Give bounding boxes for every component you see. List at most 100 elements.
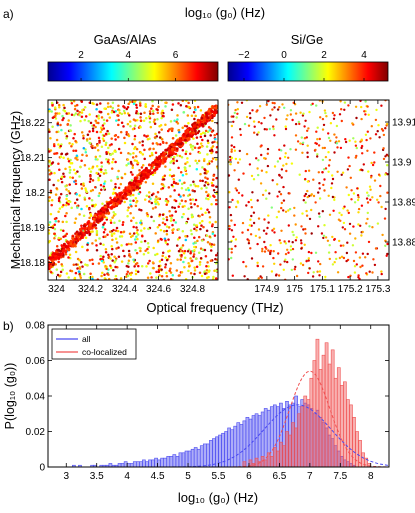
scatter-point (357, 196, 360, 199)
scatter-point (65, 194, 69, 198)
scatter-point (143, 148, 146, 152)
scatter-point (160, 274, 164, 278)
scatter-point-co-localized (51, 263, 55, 267)
scatter-point (72, 168, 76, 172)
scatter-point (207, 126, 211, 129)
scatter-point (264, 246, 267, 249)
scatter-point (229, 163, 232, 166)
scatter-point (158, 274, 161, 277)
scatter-point (210, 245, 213, 248)
scatter-point (127, 249, 131, 253)
scatter-point (357, 211, 360, 214)
scatter-point (371, 196, 374, 199)
scatter-point (130, 219, 133, 223)
scatter-point (290, 162, 294, 165)
scatter-point (117, 104, 120, 108)
histogram-bar-all (227, 427, 231, 468)
scatter-point (62, 103, 65, 107)
scatter-point (382, 133, 386, 137)
scatter-point (279, 263, 282, 266)
legend-label-all: all (82, 334, 91, 344)
histogram-x-tick-label: 4 (124, 471, 130, 482)
scatter-point (259, 145, 262, 148)
scatter-point (361, 252, 365, 255)
scatter-point (115, 241, 119, 244)
scatter-point (305, 214, 309, 217)
scatter-point (357, 223, 360, 226)
plot-a2-frame (227, 99, 390, 281)
scatter-point (347, 211, 350, 215)
scatter-point (211, 157, 215, 160)
scatter-point (384, 239, 387, 242)
scatter-point (252, 211, 256, 214)
scatter-point (181, 126, 184, 130)
scatter-point (60, 128, 63, 132)
scatter-point (91, 127, 95, 130)
scatter-point (180, 187, 184, 190)
scatter-point (117, 123, 120, 127)
scatter-point (79, 276, 83, 279)
scatter-point-co-localized (79, 236, 83, 240)
scatter-point (127, 152, 130, 155)
scatter-point-co-localized (163, 159, 167, 163)
scatter-point (176, 118, 179, 121)
scatter-point (154, 202, 158, 206)
scatter-point (88, 197, 91, 200)
scatter-point (312, 271, 315, 274)
scatter-point (61, 268, 65, 272)
scatter-point (265, 128, 268, 131)
scatter-point (241, 231, 244, 234)
scatter-point (128, 120, 132, 123)
scatter-point (233, 169, 236, 172)
scatter-point (71, 176, 75, 180)
scatter-point (56, 273, 60, 277)
scatter-point (113, 260, 116, 264)
histogram-bar-all (151, 459, 155, 468)
scatter-point (187, 269, 190, 273)
scatter-point (88, 208, 91, 211)
scatter-point (271, 229, 274, 232)
scatter-point (184, 238, 188, 242)
scatter-point (317, 212, 321, 215)
scatter-point (305, 209, 308, 213)
scatter-point (168, 168, 172, 172)
scatter-point (196, 204, 199, 208)
scatter-point (155, 276, 158, 279)
scatter-point (368, 270, 371, 273)
scatter-point (205, 229, 209, 233)
plot-a1-y-tick-label: 18.2 (26, 188, 46, 199)
scatter-point (136, 228, 139, 232)
scatter-point (273, 134, 276, 137)
scatter-point (81, 182, 85, 186)
scatter-point-co-localized (190, 128, 194, 132)
scatter-point (236, 108, 239, 111)
scatter-point (166, 201, 169, 204)
scatter-point (56, 122, 59, 126)
scatter-point (321, 146, 324, 150)
scatter-point (197, 251, 201, 254)
scatter-point (206, 181, 209, 185)
scatter-point (206, 139, 210, 142)
scatter-point (126, 158, 130, 161)
scatter-point (53, 106, 57, 109)
scatter-point (187, 261, 190, 265)
scatter-point (172, 161, 175, 165)
scatter-point-co-localized (74, 240, 78, 244)
scatter-point (103, 186, 106, 190)
scatter-point (362, 163, 365, 166)
scatter-point (159, 228, 163, 232)
scatter-point (68, 183, 71, 186)
scatter-point (172, 159, 176, 163)
scatter-point (190, 214, 194, 217)
plot-a1-frame (47, 99, 219, 281)
scatter-point-co-localized (49, 265, 53, 269)
scatter-point (123, 254, 126, 258)
scatter-point (144, 117, 148, 120)
scatter-point (199, 179, 202, 182)
histogram-bar-all (190, 448, 195, 468)
scatter-point (257, 159, 260, 162)
scatter-point (200, 187, 203, 190)
scatter-point (117, 118, 120, 122)
scatter-point (131, 156, 135, 159)
scatter-point (145, 265, 148, 268)
